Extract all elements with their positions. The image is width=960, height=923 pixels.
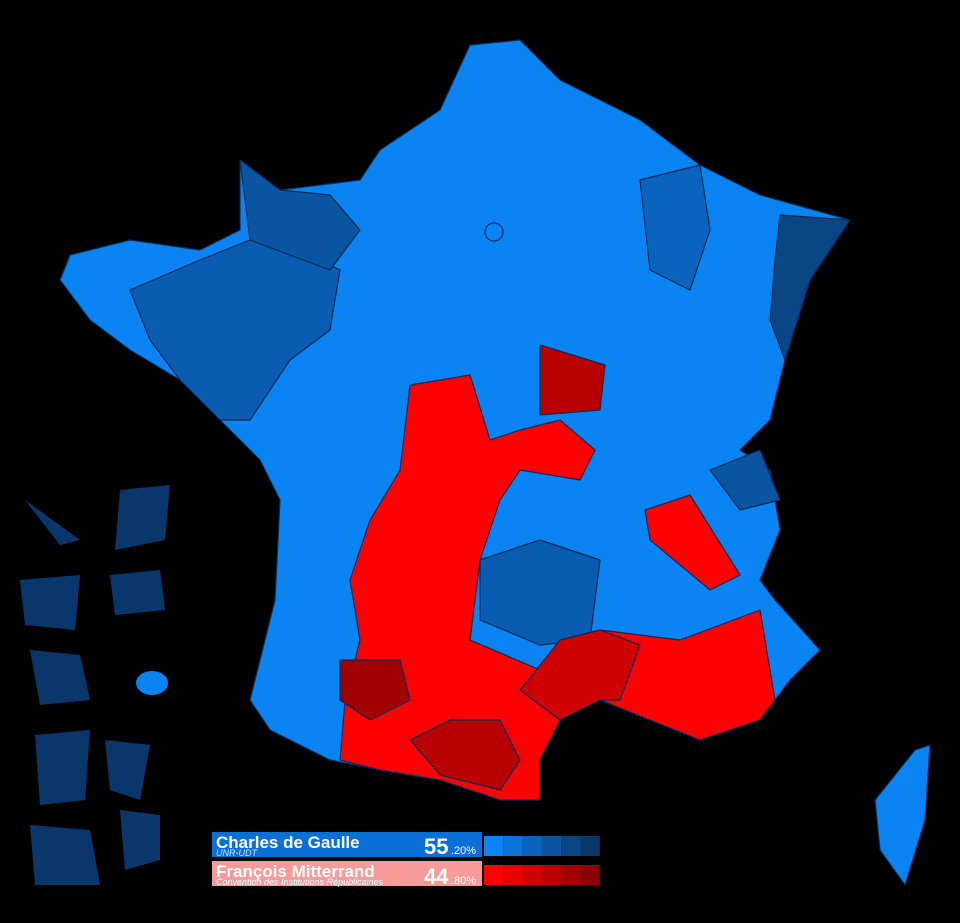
island	[110, 570, 165, 615]
shade-swatch	[561, 865, 581, 885]
shade-swatch	[503, 836, 523, 856]
share-major: 44	[424, 864, 449, 889]
candidate-name: Charles de Gaulle	[216, 833, 360, 852]
shade-swatch	[541, 865, 562, 885]
island	[105, 740, 150, 800]
shade-swatch	[484, 865, 504, 885]
overseas	[20, 485, 170, 885]
shade-swatch	[541, 836, 562, 856]
party-name: Convention des Institutions Républicaine…	[216, 877, 384, 887]
shade-swatch	[522, 836, 542, 856]
corsica	[874, 744, 931, 886]
red-isere	[644, 494, 741, 591]
shade-swatch	[580, 836, 600, 856]
red-dark-pyrenees	[409, 719, 521, 791]
dark-north-east	[639, 164, 711, 291]
island	[115, 485, 170, 550]
island	[136, 671, 168, 695]
shade-swatch	[522, 865, 542, 885]
island	[35, 730, 90, 805]
share-minor: .20%	[451, 845, 476, 857]
red-darkest	[339, 659, 411, 721]
dark-east	[769, 214, 851, 361]
legend: Charles de Gaulle UNR-UDT 55 .20% Franço…	[212, 832, 600, 889]
red-north	[539, 344, 606, 416]
island	[120, 810, 160, 870]
shade-swatch	[580, 865, 600, 885]
red-south	[339, 374, 776, 801]
red-dark-south	[519, 629, 641, 721]
candidate-name: François Mitterrand	[216, 862, 375, 881]
shade-swatch	[503, 865, 523, 885]
island	[30, 825, 100, 885]
france	[59, 39, 931, 886]
legend-box	[212, 861, 482, 886]
paris	[484, 222, 504, 242]
share-major: 55	[424, 834, 448, 859]
dark-normandy	[239, 159, 361, 271]
share-minor: .80%	[451, 875, 476, 887]
shade-swatch	[561, 836, 581, 856]
party-name: UNR-UDT	[216, 848, 258, 858]
legend-box	[212, 832, 482, 857]
shade-swatch	[484, 836, 504, 856]
dark-west	[129, 239, 341, 421]
island	[20, 575, 80, 630]
dark-alps	[709, 449, 781, 511]
island	[25, 500, 80, 545]
island	[30, 650, 90, 705]
